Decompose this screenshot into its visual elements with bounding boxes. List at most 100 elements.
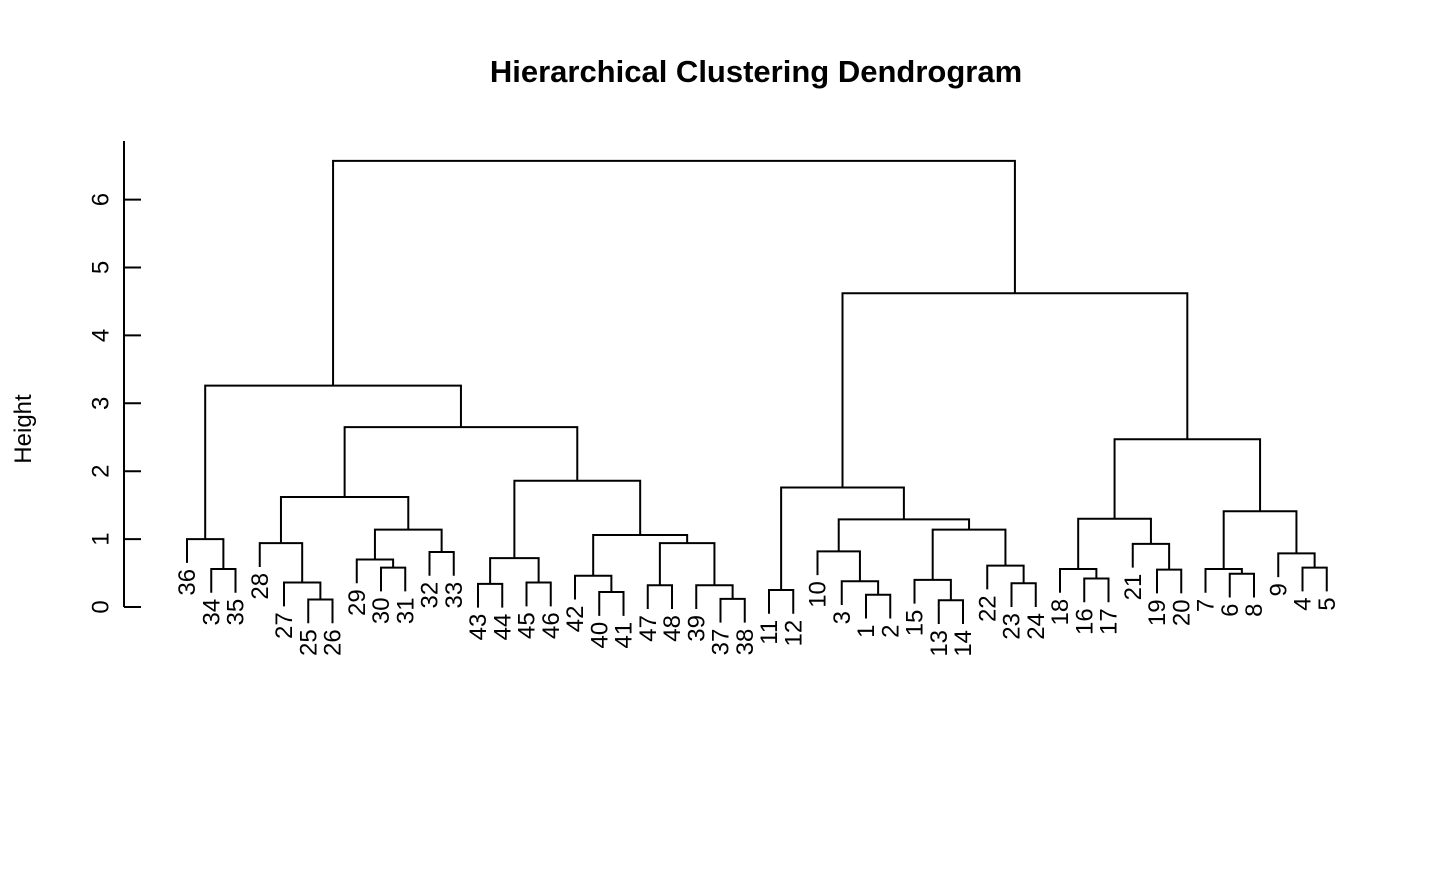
dendrogram-branch-m40 bbox=[1228, 572, 1255, 598]
leaf-label-23: 23 bbox=[999, 613, 1026, 640]
leaf-label-2: 2 bbox=[877, 625, 904, 638]
dendrogram-branch-m44 bbox=[1222, 510, 1298, 569]
leaf-label-3: 3 bbox=[829, 611, 856, 624]
leaf-label-4: 4 bbox=[1290, 597, 1317, 610]
leaf-label-15: 15 bbox=[902, 610, 929, 637]
dendrogram-branch-m8 bbox=[428, 551, 455, 576]
dendrogram-branch-m31 bbox=[986, 564, 1025, 590]
dendrogram-branch-m15 bbox=[574, 574, 613, 600]
dendrogram-branch-m46 bbox=[841, 292, 1189, 488]
dendrogram-branch-m10 bbox=[279, 496, 410, 544]
y-axis-label: Height bbox=[10, 394, 37, 464]
y-tick-label: 3 bbox=[87, 397, 114, 410]
leaf-label-45: 45 bbox=[514, 612, 541, 639]
dendrogram-branch-m47 bbox=[332, 159, 1016, 386]
dendrogram-branch-m23 bbox=[204, 384, 462, 540]
dendrogram-branch-m21 bbox=[513, 479, 642, 559]
leaf-label-1: 1 bbox=[853, 625, 880, 638]
leaf-label-9: 9 bbox=[1265, 583, 1292, 596]
leaf-label-8: 8 bbox=[1241, 603, 1268, 616]
leaf-label-27: 27 bbox=[271, 612, 298, 639]
dendrogram-branch-m22 bbox=[343, 426, 579, 498]
leaf-label-46: 46 bbox=[538, 612, 565, 639]
leaf-label-43: 43 bbox=[465, 614, 492, 641]
dendrogram-branches bbox=[186, 159, 1328, 624]
y-tick-label: 5 bbox=[87, 261, 114, 274]
leaf-label-13: 13 bbox=[926, 630, 953, 657]
dendrogram-branch-m1 bbox=[210, 567, 237, 593]
leaf-label-16: 16 bbox=[1071, 608, 1098, 635]
y-tick-label: 2 bbox=[87, 465, 114, 478]
leaf-label-35: 35 bbox=[223, 599, 250, 626]
dendrogram-branch-m37 bbox=[1156, 568, 1183, 594]
dendrogram-branch-m43 bbox=[1277, 552, 1316, 578]
leaf-label-14: 14 bbox=[950, 630, 977, 657]
y-tick-label: 4 bbox=[87, 329, 114, 342]
leaf-label-42: 42 bbox=[562, 606, 589, 633]
dendrogram-branch-m27 bbox=[816, 550, 861, 582]
dendrogram-branch-m38 bbox=[1131, 542, 1171, 570]
dendrogram-branch-m11 bbox=[477, 582, 504, 608]
y-tick-label: 0 bbox=[87, 600, 114, 613]
dendrogram-branch-m32 bbox=[931, 528, 1007, 580]
dendrogram-branch-m26 bbox=[840, 580, 880, 605]
leaf-label-17: 17 bbox=[1096, 608, 1123, 635]
dendrogram-branch-m30 bbox=[1010, 582, 1037, 607]
dendrogram-branch-m19 bbox=[658, 542, 716, 586]
dendrogram-branch-m3 bbox=[307, 598, 334, 624]
dendrogram-branch-m45 bbox=[1113, 438, 1262, 519]
leaf-label-30: 30 bbox=[368, 597, 395, 624]
leaf-label-28: 28 bbox=[247, 573, 274, 600]
leaf-label-10: 10 bbox=[805, 581, 832, 608]
dendrogram-branch-m24 bbox=[768, 589, 795, 614]
dendrogram-branch-m2 bbox=[186, 538, 225, 569]
dendrogram-branch-m7 bbox=[355, 558, 395, 584]
dendrogram-branch-m41 bbox=[1204, 567, 1243, 593]
leaf-label-39: 39 bbox=[683, 615, 710, 642]
leaf-label-21: 21 bbox=[1120, 574, 1147, 601]
dendrogram-branch-m13 bbox=[489, 557, 540, 584]
leaf-label-37: 37 bbox=[708, 629, 735, 656]
leaf-label-5: 5 bbox=[1314, 597, 1341, 610]
leaf-label-11: 11 bbox=[756, 620, 783, 645]
leaf-label-44: 44 bbox=[489, 614, 516, 641]
dendrogram-branch-m28 bbox=[937, 599, 964, 624]
leaf-label-26: 26 bbox=[320, 629, 347, 656]
y-axis: 0 1 2 3 4 5 6 bbox=[87, 141, 141, 614]
dendrogram-branch-m20 bbox=[592, 534, 689, 576]
leaf-label-20: 20 bbox=[1168, 599, 1195, 626]
leaf-label-38: 38 bbox=[732, 629, 759, 656]
leaf-label-41: 41 bbox=[611, 622, 638, 649]
leaf-label-19: 19 bbox=[1144, 599, 1171, 626]
leaf-label-18: 18 bbox=[1047, 599, 1074, 626]
leaf-label-24: 24 bbox=[1023, 613, 1050, 640]
leaf-label-32: 32 bbox=[417, 582, 444, 609]
dendrogram-branch-m14 bbox=[598, 591, 625, 616]
dendrogram-branch-m33 bbox=[837, 518, 971, 552]
y-tick-label: 1 bbox=[87, 532, 114, 545]
dendrogram-branch-m35 bbox=[1083, 577, 1110, 603]
leaf-labels: 3634352827252629303132334344454642404147… bbox=[174, 569, 1341, 657]
dendrogram-branch-m18 bbox=[695, 584, 734, 610]
dendrogram-branch-m12 bbox=[525, 581, 552, 607]
leaf-label-6: 6 bbox=[1217, 603, 1244, 616]
y-tick-label: 6 bbox=[87, 193, 114, 206]
leaf-label-33: 33 bbox=[441, 582, 468, 609]
leaf-label-47: 47 bbox=[635, 615, 662, 642]
leaf-label-40: 40 bbox=[586, 622, 613, 649]
dendrogram-branch-m4 bbox=[283, 581, 322, 607]
dendrogram-branch-m16 bbox=[646, 584, 673, 610]
dendrogram-branch-m17 bbox=[719, 597, 746, 623]
dendrogram-branch-m42 bbox=[1301, 566, 1328, 592]
leaf-label-34: 34 bbox=[198, 599, 225, 626]
leaf-label-7: 7 bbox=[1193, 599, 1220, 612]
dendrogram-branch-m25 bbox=[865, 593, 892, 619]
dendrogram-branch-m9 bbox=[373, 528, 443, 560]
dendrogram-branch-m6 bbox=[380, 566, 407, 592]
dendrogram-branch-m34 bbox=[780, 486, 905, 591]
leaf-label-12: 12 bbox=[780, 620, 807, 647]
leaf-label-31: 31 bbox=[392, 597, 419, 624]
leaf-label-22: 22 bbox=[974, 595, 1001, 622]
dendrogram-branch-m36 bbox=[1059, 567, 1098, 593]
